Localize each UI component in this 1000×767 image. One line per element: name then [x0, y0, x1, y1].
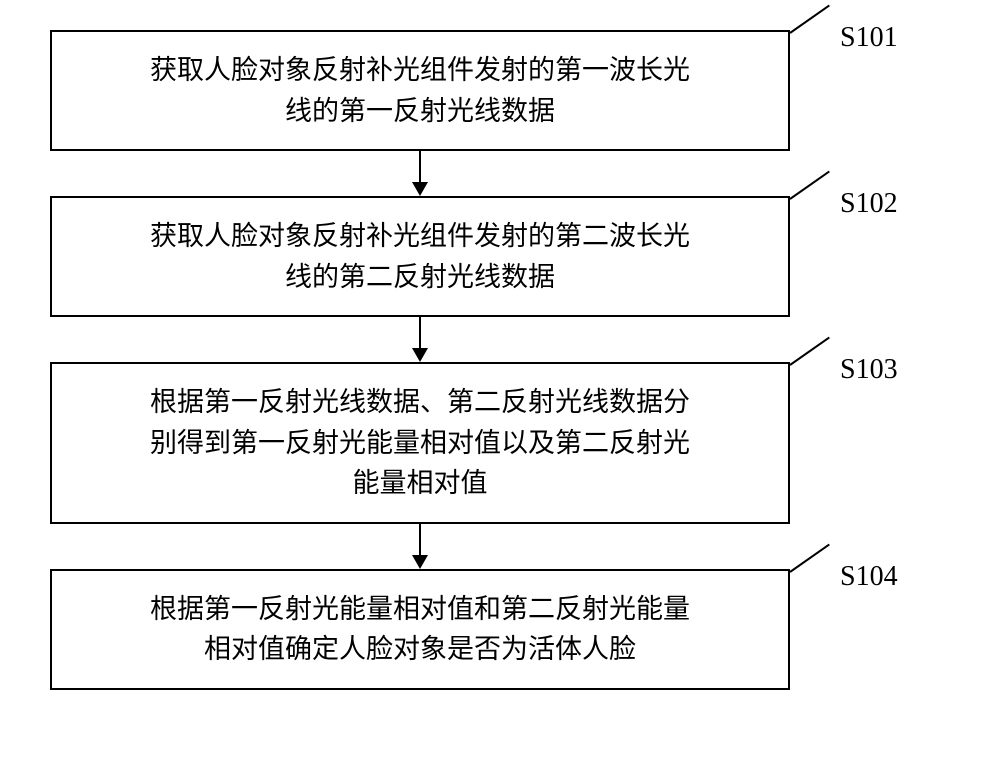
step-text-line: 获取人脸对象反射补光组件发射的第二波长光: [150, 221, 690, 251]
arrow-line: [419, 524, 421, 559]
arrow-3: [50, 524, 790, 569]
step-text-line: 线的第一反射光线数据: [285, 96, 555, 126]
step-box-s104: 根据第一反射光能量相对值和第二反射光能量 相对值确定人脸对象是否为活体人脸: [50, 569, 790, 690]
connector-line: [789, 171, 829, 200]
step-label-s102: S102: [840, 188, 898, 220]
flowchart-container: 获取人脸对象反射补光组件发射的第一波长光 线的第一反射光线数据 S101 获取人…: [50, 30, 950, 690]
connector-line: [789, 337, 829, 366]
step-text-line: 别得到第一反射光能量相对值以及第二反射光: [150, 428, 690, 458]
step-row-3: 根据第一反射光线数据、第二反射光线数据分 别得到第一反射光能量相对值以及第二反射…: [50, 362, 950, 524]
step-box-s102: 获取人脸对象反射补光组件发射的第二波长光 线的第二反射光线数据: [50, 196, 790, 317]
step-text-line: 相对值确定人脸对象是否为活体人脸: [204, 634, 636, 664]
step-text-line: 获取人脸对象反射补光组件发射的第一波长光: [150, 55, 690, 85]
step-text-line: 线的第二反射光线数据: [285, 262, 555, 292]
step-text-line: 能量相对值: [353, 468, 488, 498]
arrow-2: [50, 317, 790, 362]
arrow-head-icon: [412, 348, 428, 362]
step-row-1: 获取人脸对象反射补光组件发射的第一波长光 线的第一反射光线数据 S101: [50, 30, 950, 151]
step-label-s101: S101: [840, 22, 898, 54]
arrow-head-icon: [412, 182, 428, 196]
connector-line: [789, 5, 829, 34]
step-label-s103: S103: [840, 354, 898, 386]
arrow-1: [50, 151, 790, 196]
step-box-s103: 根据第一反射光线数据、第二反射光线数据分 别得到第一反射光能量相对值以及第二反射…: [50, 362, 790, 524]
step-row-4: 根据第一反射光能量相对值和第二反射光能量 相对值确定人脸对象是否为活体人脸 S1…: [50, 569, 950, 690]
step-text-line: 根据第一反射光能量相对值和第二反射光能量: [150, 594, 690, 624]
step-text-line: 根据第一反射光线数据、第二反射光线数据分: [150, 387, 690, 417]
arrow-head-icon: [412, 555, 428, 569]
arrow-line: [419, 317, 421, 352]
arrow-line: [419, 151, 421, 186]
step-box-s101: 获取人脸对象反射补光组件发射的第一波长光 线的第一反射光线数据: [50, 30, 790, 151]
step-row-2: 获取人脸对象反射补光组件发射的第二波长光 线的第二反射光线数据 S102: [50, 196, 950, 317]
step-label-s104: S104: [840, 561, 898, 593]
connector-line: [789, 543, 829, 572]
